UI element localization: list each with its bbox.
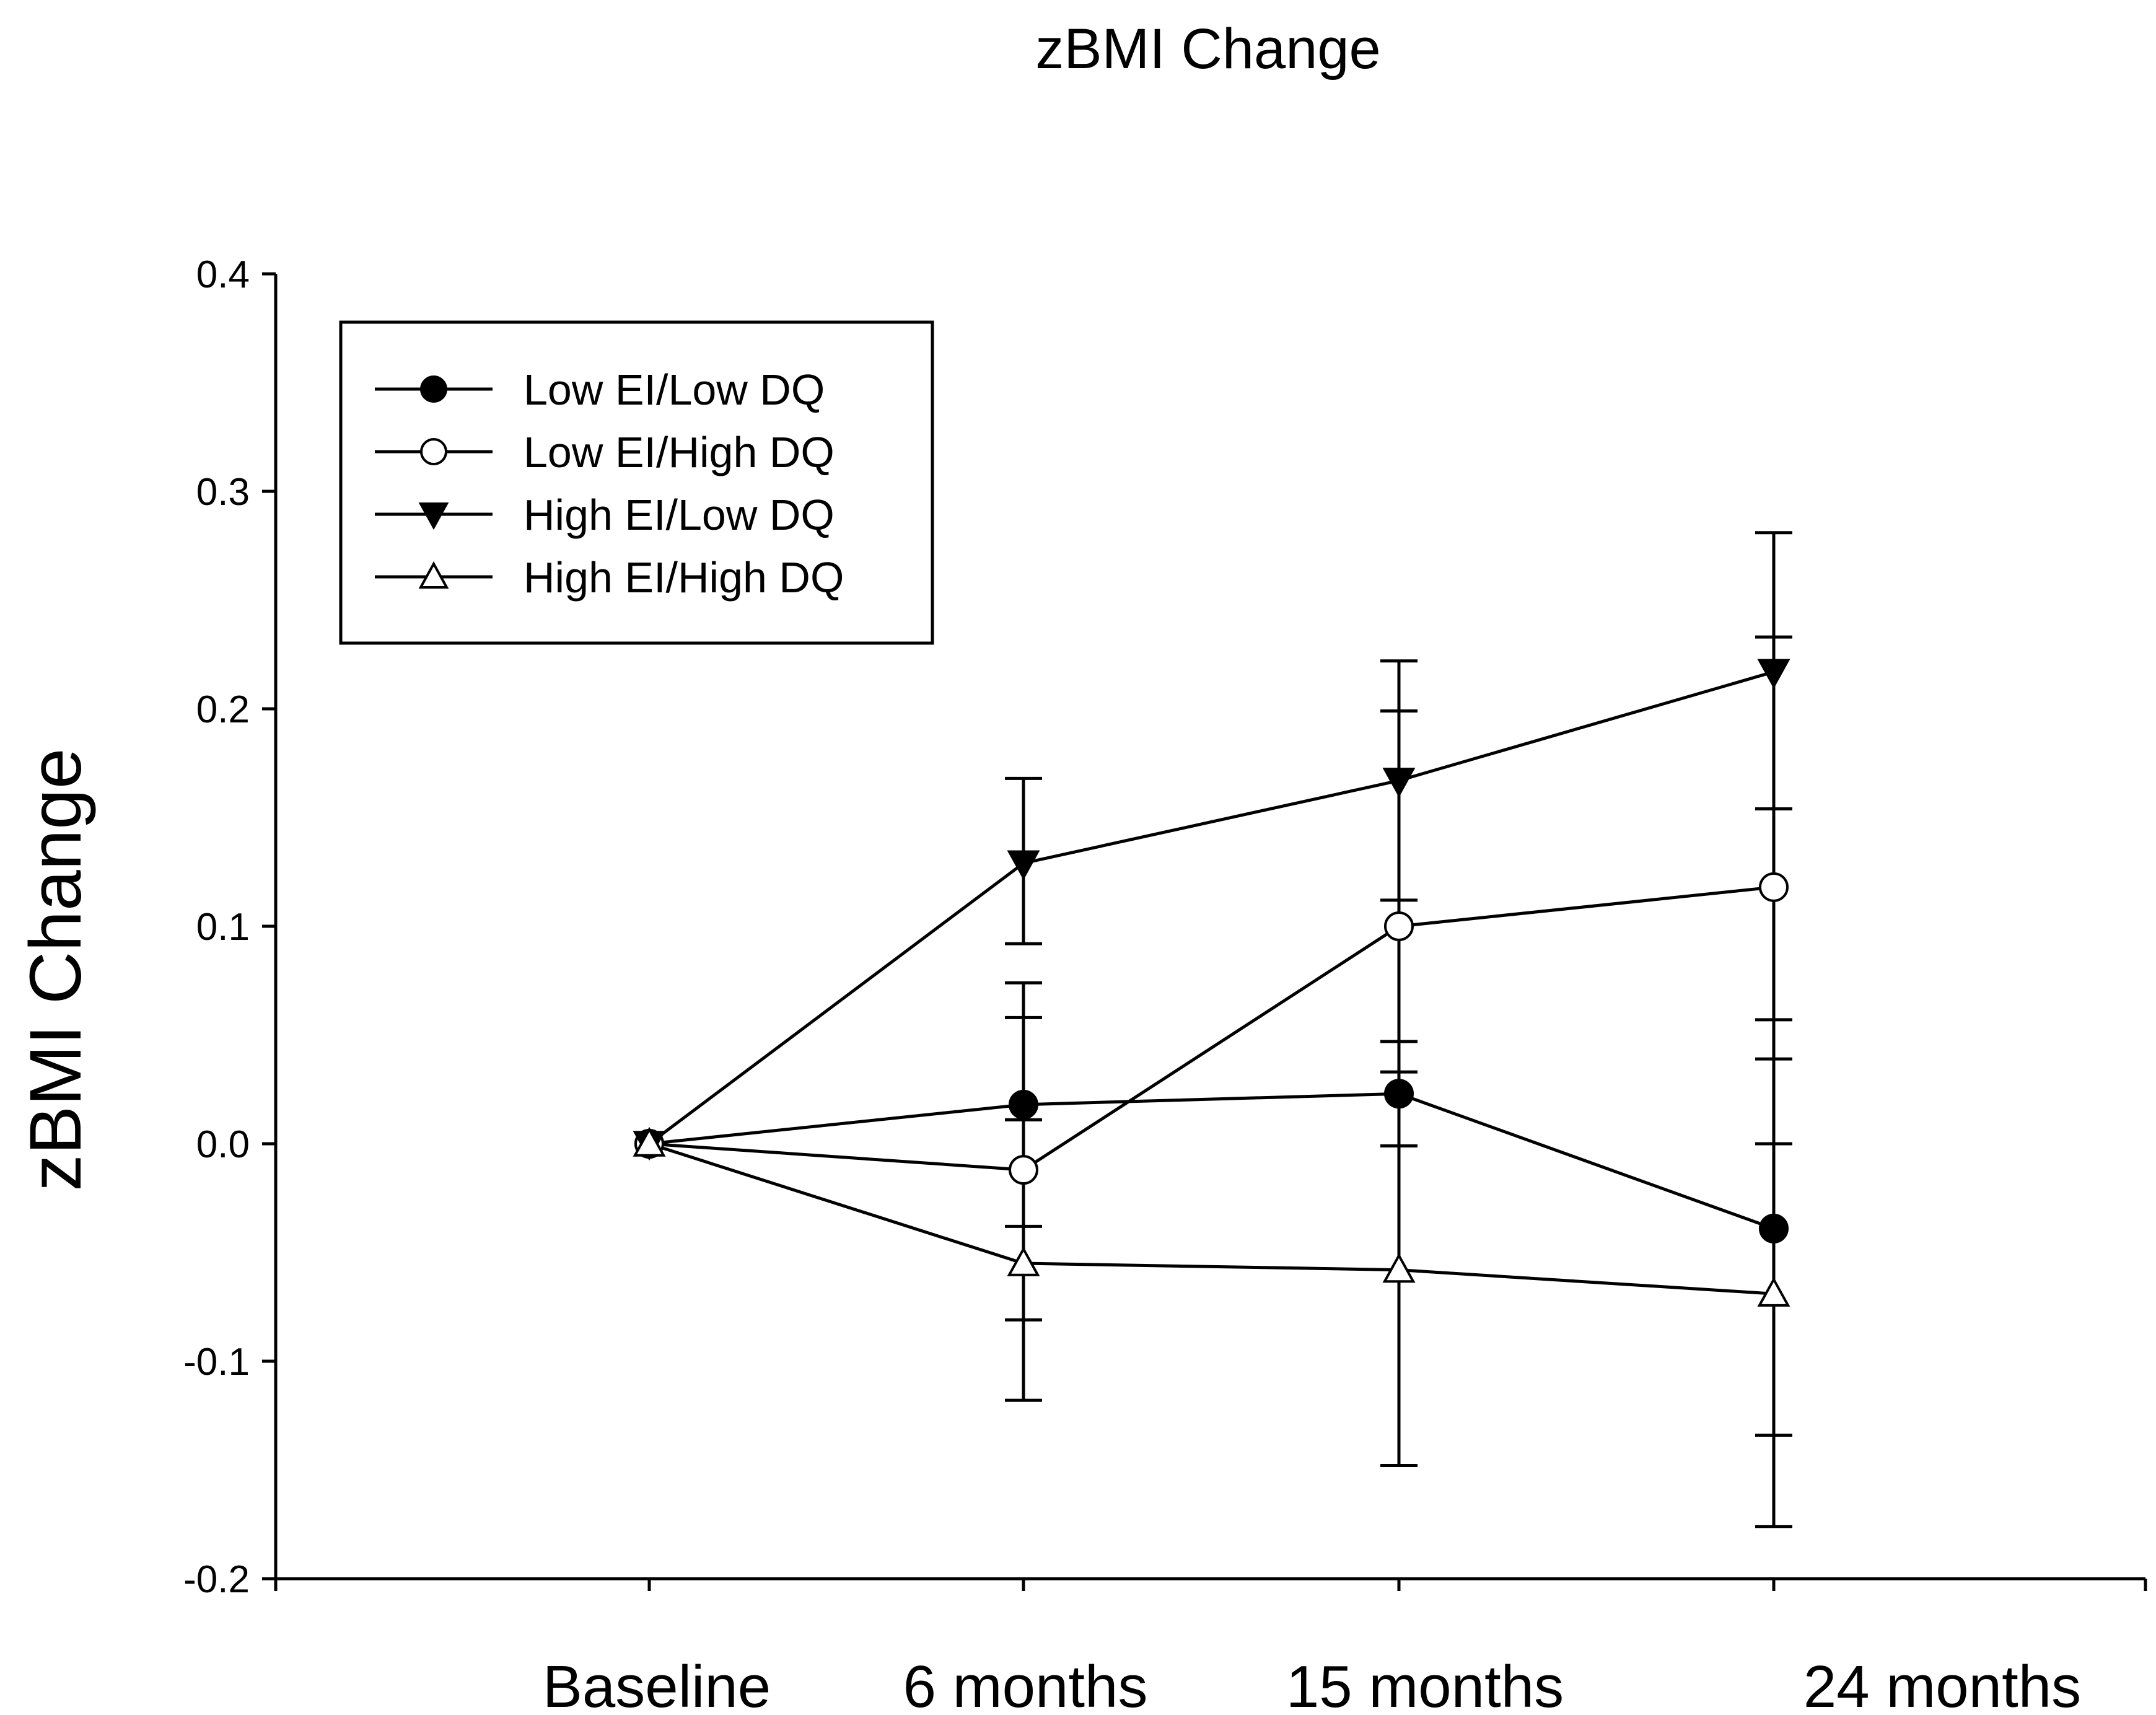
x-tick-label: Baseline (543, 1654, 771, 1715)
legend-label: Low EI/Low DQ (524, 366, 825, 414)
series-line (649, 1092, 1774, 1230)
y-tick-label: -0.1 (183, 1341, 250, 1384)
data-point (418, 502, 449, 530)
y-ticks: -0.2 -0.1 0.0 0.1 0.2 0.3 0.4 (183, 253, 276, 1601)
data-point (1009, 1089, 1038, 1120)
data-point (633, 1126, 666, 1157)
plot-area (633, 531, 1792, 1529)
chart-title: zBMI Change (1035, 17, 1380, 81)
series-line (649, 1142, 1774, 1296)
x-ticks: Baseline 6 months 15 months 24 months (274, 1579, 2147, 1715)
y-axis-label: zBMI Change (15, 748, 97, 1191)
y-tick-label: 0.3 (196, 471, 250, 514)
legend-box (339, 320, 934, 645)
data-point (1009, 1155, 1038, 1185)
legend-label: High EI/Low DQ (524, 491, 835, 539)
data-point (1757, 659, 1790, 689)
legend: Low EI/Low DQ Low EI/High DQ High EI/Low D… (339, 320, 934, 645)
data-point (1757, 1276, 1790, 1307)
y-tick-label: 0.1 (196, 906, 250, 949)
series-line (649, 885, 1774, 1172)
data-point (420, 438, 447, 465)
data-point (1382, 1253, 1416, 1283)
x-tick-label: 24 months (1803, 1654, 2081, 1715)
x-tick-label: 15 months (1286, 1654, 1564, 1715)
data-point (1384, 1079, 1414, 1109)
y-tick-label: 0.2 (196, 688, 250, 731)
data-point (1384, 911, 1414, 941)
legend-label: High EI/High DQ (524, 553, 844, 602)
y-tick-label: -0.2 (183, 1558, 250, 1601)
x-tick-label: 6 months (903, 1654, 1148, 1715)
data-point (1759, 1213, 1789, 1243)
legend-label: Low EI/High DQ (524, 428, 835, 476)
data-point (1007, 850, 1040, 880)
y-tick-label: 0.4 (196, 253, 250, 296)
series-line (648, 670, 1774, 1146)
data-point (420, 375, 447, 403)
data-point (1007, 1246, 1040, 1276)
data-point (418, 561, 449, 589)
data-point (1382, 768, 1416, 798)
y-tick-label: 0.0 (196, 1123, 250, 1166)
data-point (1759, 872, 1789, 902)
